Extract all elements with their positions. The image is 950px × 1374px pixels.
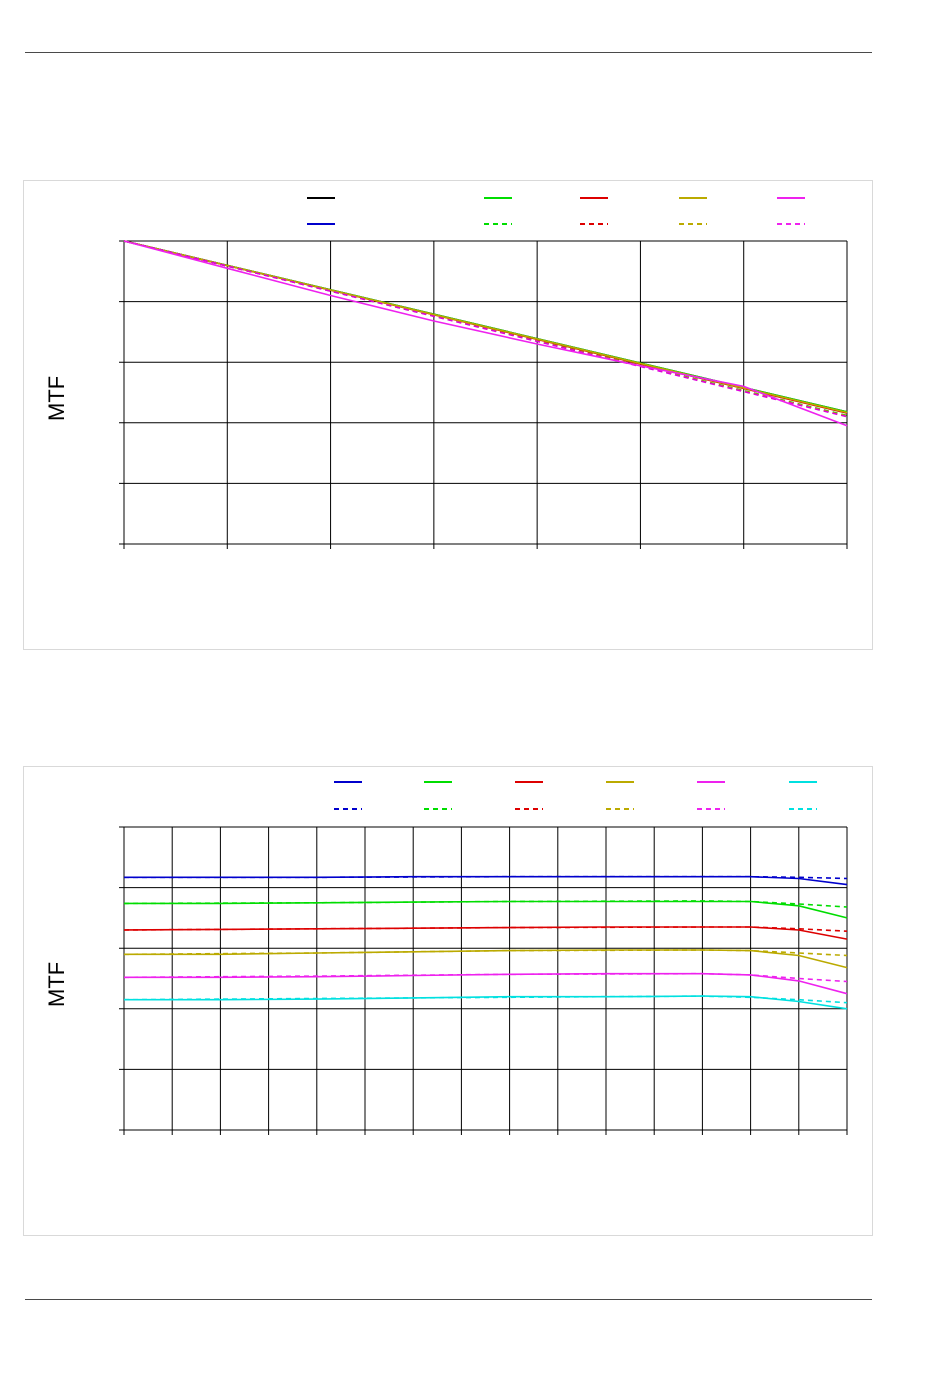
- chart-2-series-line: [124, 949, 848, 969]
- chart-2-series-line: [124, 900, 848, 919]
- chart-1-svg: [119, 197, 848, 549]
- chart-1-ylabel: MTF: [44, 375, 69, 421]
- chart-2-ylabel: MTF: [44, 961, 69, 1007]
- chart-2-series-line: [123, 972, 848, 983]
- chart-2-series-line: [124, 875, 848, 880]
- chart-2-series-line: [123, 949, 848, 957]
- top-rule: [25, 52, 872, 53]
- chart-2-grid: [119, 826, 848, 1135]
- chart-2-frame: MTF: [23, 766, 873, 1236]
- chart-1-series-line: [123, 240, 848, 427]
- chart-2-series-line: [123, 995, 848, 1004]
- bottom-rule: [25, 1299, 872, 1300]
- chart-1-frame: MTF: [23, 180, 873, 650]
- chart-1-series-line: [123, 240, 848, 418]
- chart-2-svg: [119, 781, 848, 1135]
- chart-1-grid: [119, 240, 848, 549]
- chart-1-series-line: [123, 240, 848, 414]
- chart-2-series-line: [123, 900, 848, 908]
- chart-2-series-line: [123, 926, 848, 932]
